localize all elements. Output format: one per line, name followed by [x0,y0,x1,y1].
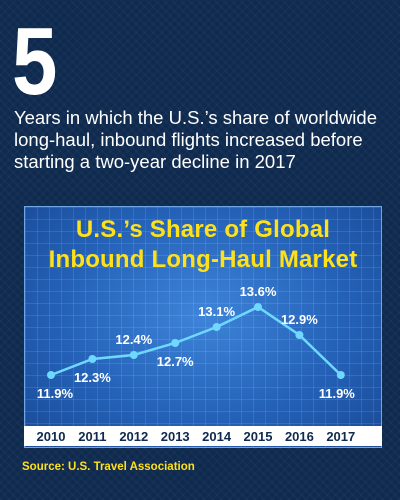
data-label-2011: 12.3% [74,370,111,385]
data-label-2012: 12.4% [115,332,152,347]
data-label-2016: 12.9% [281,312,318,327]
data-label-2015: 13.6% [240,284,277,299]
data-label-2014: 13.1% [198,304,235,319]
x-tick-label-2014: 2014 [202,429,232,444]
chart-panel: U.S.’s Share of Global Inbound Long-Haul… [24,206,382,448]
data-point-2014 [212,323,221,331]
series-line [50,305,342,377]
data-point-2017 [336,371,345,379]
data-label-2013: 12.7% [157,354,194,369]
x-axis-band [24,426,382,446]
data-point-2010 [47,371,55,379]
data-point-2011 [88,355,97,363]
x-tick-label-2011: 2011 [78,429,106,444]
source-note: Source: U.S. Travel Association [22,461,195,473]
x-tick-label-2015: 2015 [244,429,273,444]
data-point-2015 [254,303,262,311]
x-tick-label-2017: 2017 [326,429,355,444]
x-tick-label-2013: 2013 [161,429,190,444]
data-label-2010: 11.9% [37,386,74,401]
headline-number: 5 [12,8,58,115]
data-point-2013 [171,339,180,347]
chart-title: U.S.’s Share of Global Inbound Long-Haul… [25,215,381,275]
x-tick-label-2016: 2016 [285,429,314,444]
data-label-2017: 11.9% [319,386,356,401]
data-point-2016 [295,331,304,339]
data-point-2012 [129,351,138,359]
chart-title-line-1: U.S.’s Share of Global [75,216,331,243]
headline-description: Years in which the U.S.’s share of world… [14,107,377,172]
x-tick-label-2010: 2010 [37,429,66,444]
x-tick-label-2012: 2012 [119,429,148,444]
chart-title-line-2: Inbound Long-Haul Market [48,246,358,273]
